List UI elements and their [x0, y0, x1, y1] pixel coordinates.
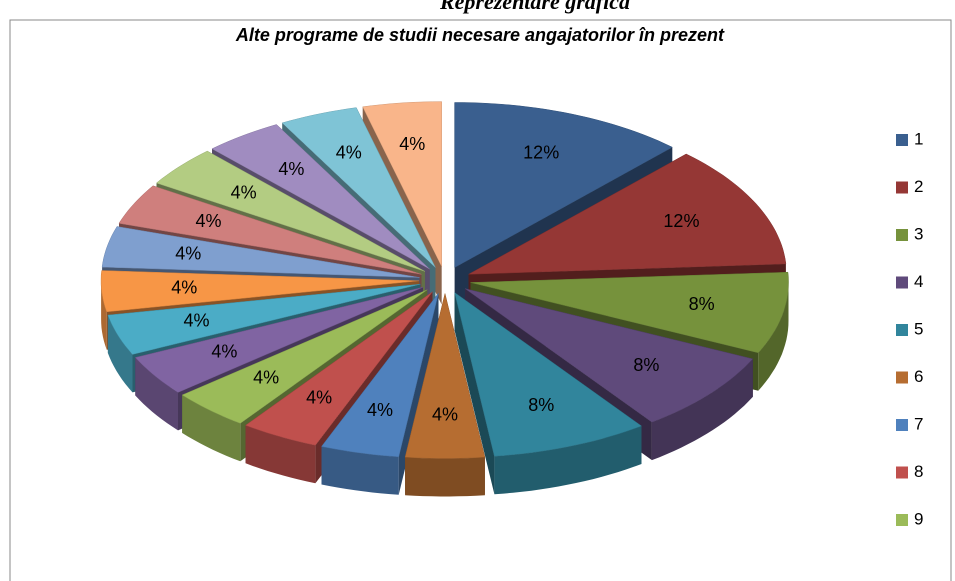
- data-label: 8%: [528, 395, 554, 415]
- slice-side: [494, 426, 642, 495]
- slice: [454, 291, 643, 495]
- legend-swatch: [896, 371, 908, 384]
- slice: [404, 293, 486, 459]
- slice-side: [101, 280, 107, 350]
- data-label: 8%: [689, 294, 715, 314]
- slice-side: [651, 358, 753, 461]
- slice: [245, 291, 433, 446]
- legend-swatch: [896, 419, 908, 431]
- data-label: 4%: [171, 277, 197, 297]
- slice-side: [182, 395, 241, 462]
- legend-label: 7: [914, 414, 923, 433]
- legend-swatch: [896, 134, 908, 146]
- slice: [454, 291, 643, 457]
- slice: [181, 289, 428, 424]
- data-label: 4%: [367, 400, 393, 420]
- legend-swatch: [896, 229, 908, 241]
- data-label: 4%: [196, 211, 222, 231]
- slice: [281, 107, 436, 268]
- slice: [118, 185, 422, 275]
- chart-title: Alte programe de studii necesare angajat…: [235, 25, 725, 45]
- slice: [362, 101, 442, 267]
- data-label: 4%: [183, 311, 209, 331]
- slice-side: [135, 357, 178, 431]
- data-label: 4%: [211, 341, 237, 361]
- data-label: 4%: [432, 404, 458, 424]
- page-heading: Reprezentare grafică: [439, 0, 630, 14]
- legend-swatch: [896, 514, 908, 526]
- slice: [464, 288, 754, 423]
- slice-side: [405, 457, 485, 497]
- slice-side: [245, 425, 316, 484]
- slice-side: [107, 315, 133, 393]
- legend-swatch: [896, 181, 908, 194]
- slice: [155, 150, 426, 272]
- slice: [470, 271, 789, 354]
- slice: [404, 293, 486, 497]
- legend-label: 2: [914, 177, 923, 196]
- legend-label: 8: [914, 462, 923, 481]
- slice: [211, 124, 430, 270]
- legend-label: 5: [914, 319, 923, 338]
- legend-swatch: [896, 466, 908, 479]
- legend-label: 1: [914, 129, 923, 148]
- slice-side: [321, 446, 399, 495]
- slice: [107, 283, 421, 355]
- legend-swatch: [896, 276, 908, 289]
- data-label: 4%: [336, 143, 362, 163]
- slice-side: [758, 282, 789, 391]
- legend-label: 3: [914, 224, 923, 243]
- heading-backdrop: [340, 0, 740, 19]
- slice: [454, 102, 673, 268]
- data-label: 4%: [278, 159, 304, 179]
- data-label: 12%: [663, 211, 699, 231]
- legend-label: 6: [914, 367, 923, 386]
- data-label: 4%: [231, 182, 257, 202]
- legend-swatch: [896, 324, 908, 336]
- slice: [468, 153, 787, 275]
- data-label: 4%: [175, 243, 201, 263]
- slice: [101, 226, 420, 278]
- slice-side: [454, 292, 495, 495]
- slice: [134, 286, 424, 393]
- data-label: 8%: [633, 355, 659, 375]
- data-label: 4%: [399, 134, 425, 154]
- legend-label: 9: [914, 509, 923, 528]
- slice: [321, 292, 439, 458]
- data-label: 12%: [523, 143, 559, 163]
- data-label: 4%: [306, 388, 332, 408]
- legend-label: 4: [914, 272, 923, 291]
- data-label: 4%: [253, 368, 279, 388]
- slice: [100, 270, 420, 313]
